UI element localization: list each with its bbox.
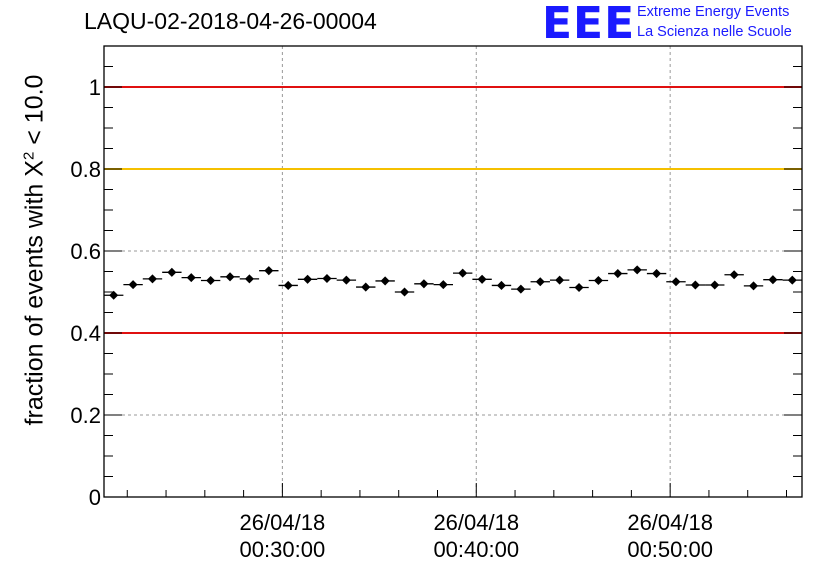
data-point: [458, 268, 468, 278]
data-point: [341, 275, 351, 285]
x-tick-time-label: 00:50:00: [627, 537, 713, 562]
brand-line-2: La Scienza nelle Scuole: [637, 24, 792, 40]
data-point: [690, 280, 700, 290]
data-point: [186, 273, 196, 283]
data-point: [419, 279, 429, 289]
data-point: [380, 276, 390, 286]
y-tick-label: 1: [89, 75, 101, 100]
data-point: [400, 287, 410, 297]
data-point: [438, 280, 448, 290]
data-point: [710, 280, 720, 290]
data-point: [593, 275, 603, 286]
data-point: [167, 267, 177, 277]
data-point: [768, 275, 778, 285]
data-point: [555, 275, 565, 285]
y-axis-label: fraction of events with X2 < 10.0: [20, 74, 49, 426]
data-point: [496, 280, 506, 290]
x-tick-time-label: 00:30:00: [240, 537, 326, 562]
data-point: [671, 277, 681, 287]
data-point: [652, 269, 662, 279]
x-tick-date-label: 26/04/18: [240, 510, 326, 535]
data-point: [147, 274, 157, 284]
data-point: [322, 273, 332, 283]
brand-line-1: Extreme Energy Events: [637, 4, 790, 20]
y-tick-label: 0.6: [70, 239, 101, 264]
x-tick-time-label: 00:40:00: [433, 537, 519, 562]
x-tick-date-label: 26/04/18: [433, 510, 519, 535]
data-point: [283, 280, 293, 290]
data-point: [225, 272, 235, 282]
data-point: [477, 274, 487, 284]
data-point: [128, 280, 138, 290]
x-tick-date-label: 26/04/18: [627, 510, 713, 535]
data-point: [632, 265, 642, 275]
chart-title: LAQU-02-2018-04-26-00004: [84, 8, 377, 34]
y-tick-label: 0.2: [70, 403, 101, 428]
data-point: [787, 275, 797, 285]
y-tick-label: 0.4: [70, 321, 101, 346]
y-tick-label: 0.8: [70, 157, 101, 182]
eee-logo: EEE: [542, 0, 636, 49]
data-point: [516, 284, 526, 294]
data-point: [303, 274, 313, 284]
data-point: [206, 275, 216, 286]
y-tick-label: 0: [89, 485, 101, 510]
data-point: [729, 270, 739, 280]
data-point: [535, 277, 545, 287]
data-point: [361, 282, 371, 292]
data-point: [749, 281, 759, 291]
data-point: [574, 282, 584, 293]
data-point: [264, 266, 274, 276]
data-point: [613, 269, 623, 279]
plot-frame: [103, 45, 803, 498]
data-point: [244, 274, 254, 284]
